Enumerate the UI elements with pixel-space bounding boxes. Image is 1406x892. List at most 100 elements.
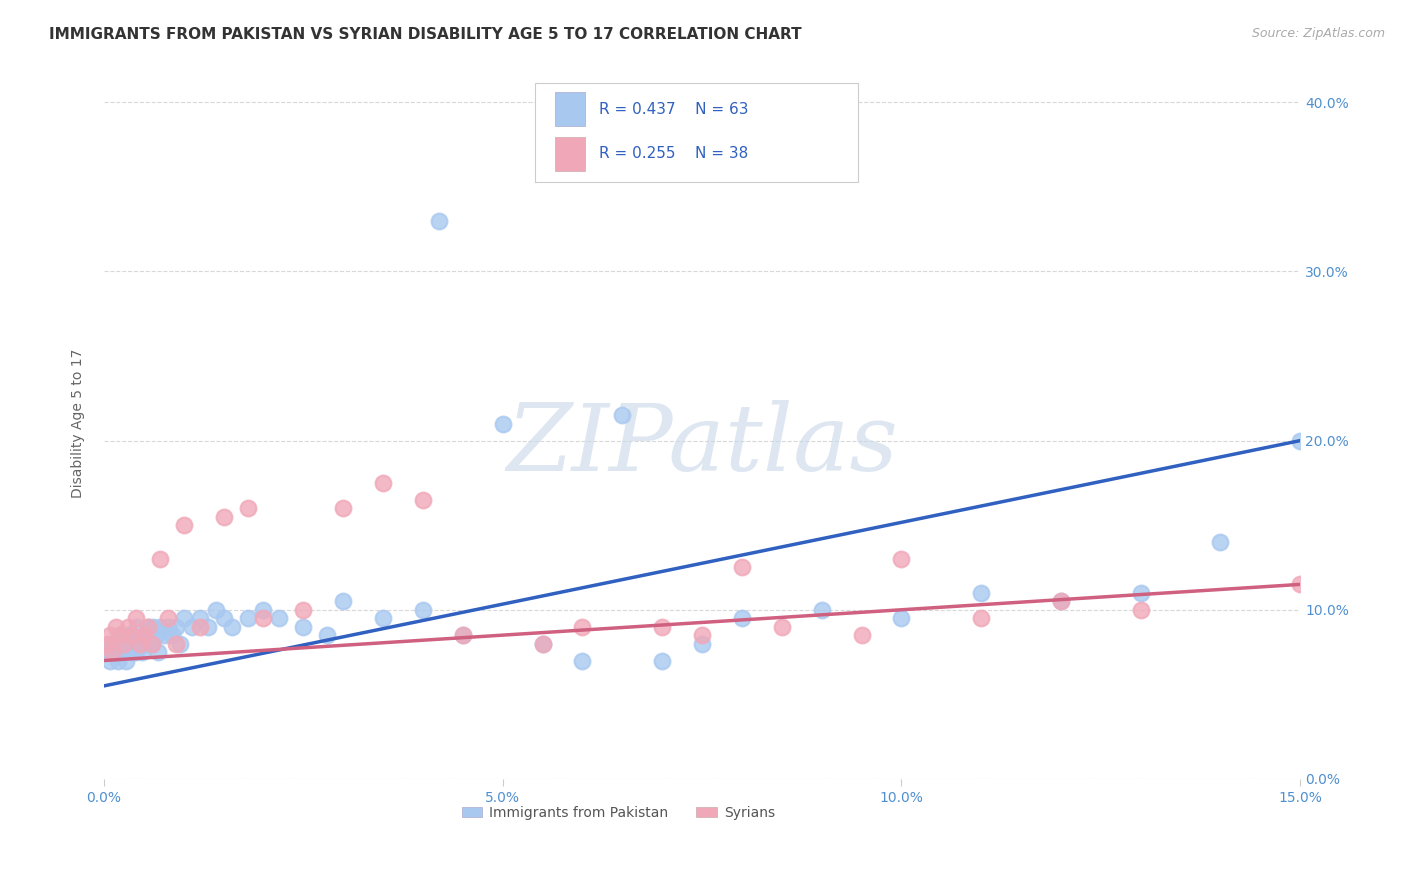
Point — [121, 645, 143, 659]
Point — [145, 628, 167, 642]
Point — [810, 603, 832, 617]
Point — [412, 492, 434, 507]
Point — [125, 611, 148, 625]
Point — [98, 628, 121, 642]
Point — [118, 637, 141, 651]
Point — [156, 620, 179, 634]
Point — [173, 611, 195, 625]
Point — [1289, 434, 1312, 448]
Point — [1050, 594, 1073, 608]
Point — [98, 653, 121, 667]
Point — [612, 409, 634, 423]
Y-axis label: Disability Age 5 to 17: Disability Age 5 to 17 — [72, 349, 86, 499]
Point — [1050, 594, 1073, 608]
Point — [136, 620, 159, 634]
Point — [371, 611, 394, 625]
Point — [269, 611, 291, 625]
Bar — [555, 92, 585, 126]
Point — [970, 586, 993, 600]
Point — [180, 620, 202, 634]
Point — [690, 628, 713, 642]
Text: ZIPatlas: ZIPatlas — [506, 400, 898, 490]
Point — [252, 603, 274, 617]
Point — [531, 637, 554, 651]
Text: R = 0.255    N = 38: R = 0.255 N = 38 — [599, 146, 748, 161]
Point — [316, 628, 339, 642]
Point — [292, 620, 315, 634]
Point — [117, 620, 139, 634]
Point — [212, 611, 235, 625]
Point — [188, 620, 211, 634]
Point — [332, 594, 354, 608]
Point — [107, 653, 129, 667]
Point — [412, 603, 434, 617]
Point — [141, 637, 163, 651]
Point — [134, 637, 156, 651]
Point — [115, 653, 138, 667]
Legend: Immigrants from Pakistan, Syrians: Immigrants from Pakistan, Syrians — [456, 800, 780, 825]
Bar — [555, 136, 585, 170]
Point — [1129, 603, 1152, 617]
Point — [125, 645, 148, 659]
Point — [121, 628, 143, 642]
Point — [104, 620, 127, 634]
Point — [132, 628, 155, 642]
Point — [451, 628, 474, 642]
Point — [108, 628, 131, 642]
Point — [139, 628, 162, 642]
Point — [128, 637, 150, 651]
Point — [204, 603, 226, 617]
Point — [97, 637, 120, 651]
Point — [101, 637, 124, 651]
Point — [292, 603, 315, 617]
Point — [651, 620, 673, 634]
Point — [152, 628, 174, 642]
Point — [148, 645, 170, 659]
Text: Source: ZipAtlas.com: Source: ZipAtlas.com — [1251, 27, 1385, 40]
FancyBboxPatch shape — [534, 83, 858, 182]
Point — [851, 628, 873, 642]
Point — [221, 620, 243, 634]
Point — [112, 637, 135, 651]
Point — [890, 611, 912, 625]
Point — [128, 637, 150, 651]
Point — [451, 628, 474, 642]
Point — [731, 560, 754, 574]
Point — [132, 628, 155, 642]
Point — [131, 645, 153, 659]
Point — [890, 552, 912, 566]
Point — [492, 417, 515, 431]
Point — [127, 620, 149, 634]
Point — [110, 645, 132, 659]
Point — [690, 637, 713, 651]
Point — [1289, 577, 1312, 591]
Point — [156, 611, 179, 625]
Point — [252, 611, 274, 625]
Point — [149, 552, 172, 566]
Point — [160, 628, 183, 642]
Point — [970, 611, 993, 625]
Point — [1209, 535, 1232, 549]
Point — [103, 645, 125, 659]
Point — [188, 611, 211, 625]
Point — [427, 213, 450, 227]
Point — [1129, 586, 1152, 600]
Point — [142, 620, 165, 634]
Point — [124, 637, 146, 651]
Point — [236, 611, 259, 625]
Point — [117, 628, 139, 642]
Point — [165, 637, 187, 651]
Point — [212, 509, 235, 524]
Point — [136, 620, 159, 634]
Point — [173, 518, 195, 533]
Point — [101, 645, 124, 659]
Text: IMMIGRANTS FROM PAKISTAN VS SYRIAN DISABILITY AGE 5 TO 17 CORRELATION CHART: IMMIGRANTS FROM PAKISTAN VS SYRIAN DISAB… — [49, 27, 801, 42]
Point — [571, 620, 593, 634]
Point — [731, 611, 754, 625]
Point — [141, 637, 163, 651]
Text: R = 0.437    N = 63: R = 0.437 N = 63 — [599, 102, 748, 117]
Point — [236, 501, 259, 516]
Point — [169, 637, 191, 651]
Point — [770, 620, 793, 634]
Point — [104, 637, 127, 651]
